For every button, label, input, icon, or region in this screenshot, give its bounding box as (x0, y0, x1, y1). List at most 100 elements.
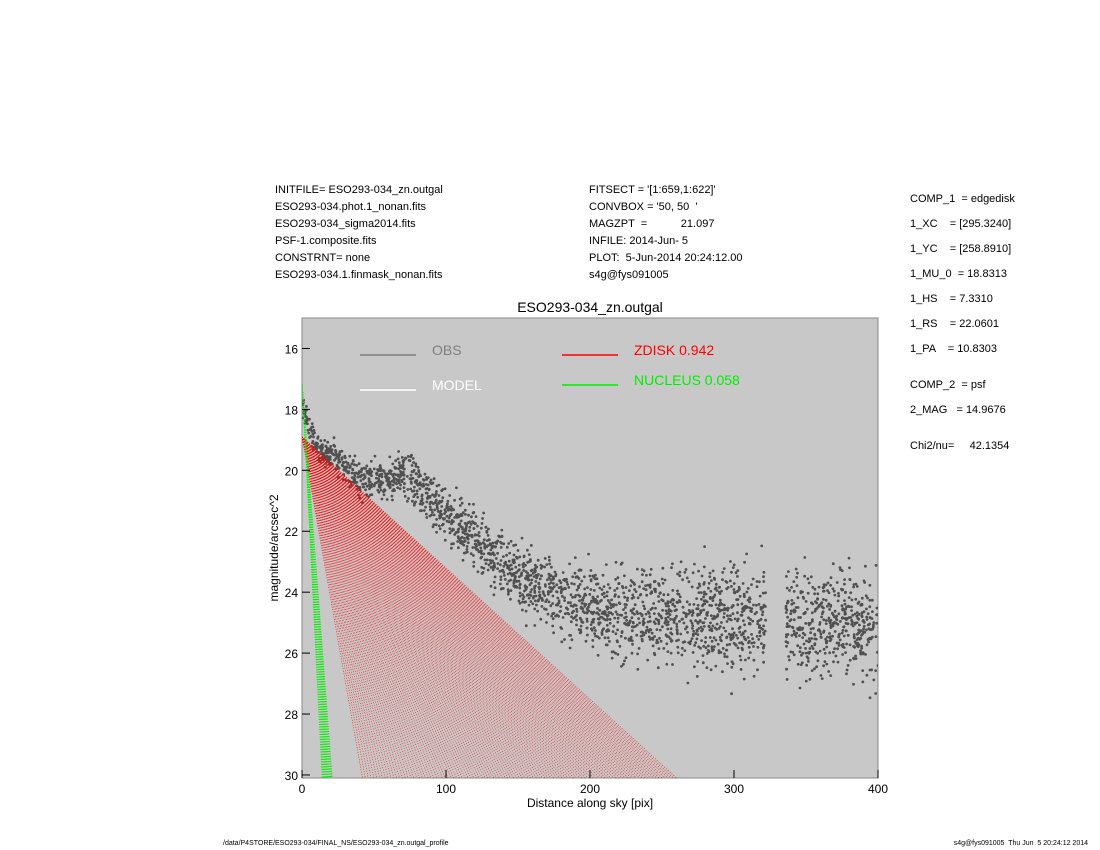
obs-point (332, 436, 336, 440)
obs-point (819, 674, 823, 677)
obs-point (787, 570, 790, 573)
obs-point (485, 529, 489, 533)
obs-point (344, 460, 348, 464)
obs-point (464, 529, 468, 532)
obs-point (403, 467, 406, 471)
obs-point (730, 585, 733, 588)
obs-point (396, 457, 400, 461)
obs-point (448, 494, 452, 497)
obs-point (823, 651, 827, 655)
obs-point (829, 576, 833, 580)
obs-point (671, 603, 675, 606)
obs-point (858, 623, 861, 627)
obs-point (614, 593, 617, 596)
obs-point (798, 628, 802, 632)
obs-point (518, 594, 522, 598)
obs-point (721, 578, 724, 582)
obs-point (841, 608, 844, 612)
obs-point (838, 566, 842, 569)
obs-point (803, 633, 807, 637)
obs-point (860, 634, 863, 637)
obs-point (824, 622, 828, 625)
obs-point (472, 554, 475, 557)
obs-point (784, 611, 788, 614)
obs-point (568, 646, 572, 650)
obs-point (731, 633, 735, 637)
obs-point (788, 658, 791, 662)
obs-point (701, 661, 705, 665)
obs-point (600, 612, 604, 615)
obs-point (792, 580, 796, 583)
obs-point (380, 475, 384, 479)
obs-point (750, 633, 753, 636)
pr-line: 2_MAG = 14.9676 (910, 404, 1006, 416)
obs-point (437, 501, 441, 505)
obs-point (743, 560, 746, 564)
obs-point (509, 539, 513, 543)
obs-point (756, 645, 760, 649)
obs-point (410, 482, 413, 485)
obs-point (642, 587, 646, 590)
obs-point (470, 535, 474, 539)
obs-point (583, 587, 587, 591)
obs-point (641, 600, 645, 604)
obs-point (398, 466, 402, 470)
obs-point (540, 605, 544, 608)
obs-point (372, 467, 376, 471)
obs-point (837, 641, 841, 645)
obs-point (559, 626, 563, 629)
obs-point (623, 595, 627, 599)
obs-point (554, 573, 558, 576)
obs-point (861, 669, 865, 672)
obs-point (699, 591, 703, 594)
obs-point (449, 505, 453, 508)
obs-point (664, 604, 668, 608)
obs-point (608, 618, 612, 621)
obs-point (683, 570, 687, 574)
obs-point (854, 597, 858, 601)
obs-point (818, 649, 822, 653)
obs-point (364, 467, 367, 470)
obs-point (557, 614, 560, 618)
obs-point (491, 559, 494, 563)
obs-point (491, 568, 495, 572)
obs-point (468, 529, 471, 533)
obs-point (685, 600, 689, 604)
obs-point (859, 651, 862, 655)
obs-point (380, 497, 384, 501)
obs-point (572, 582, 576, 586)
obs-point (709, 614, 713, 617)
obs-point (850, 609, 853, 612)
obs-point (876, 650, 878, 654)
obs-point (315, 445, 319, 449)
obs-point (860, 614, 864, 618)
obs-point (726, 614, 729, 618)
obs-point (545, 598, 549, 602)
obs-point (707, 650, 711, 654)
obs-point (551, 617, 555, 621)
obs-point (865, 607, 868, 611)
obs-point (311, 432, 315, 436)
obs-point (425, 487, 429, 490)
obs-point (457, 527, 461, 531)
obs-point (820, 601, 823, 605)
obs-point (785, 586, 789, 590)
obs-point (815, 665, 818, 669)
obs-point (629, 579, 633, 582)
obs-point (857, 600, 861, 604)
obs-point (446, 499, 450, 503)
obs-point (546, 590, 550, 593)
obs-point (806, 591, 810, 595)
obs-point (707, 644, 710, 648)
obs-point (813, 587, 817, 591)
obs-point (555, 583, 559, 587)
obs-point (665, 662, 669, 666)
obs-point (431, 481, 435, 485)
obs-point (411, 457, 415, 460)
obs-point (415, 489, 419, 493)
hl-line: ESO293-034_sigma2014.fits (275, 218, 416, 230)
obs-point (338, 453, 342, 456)
obs-point (675, 625, 679, 628)
obs-point (799, 663, 803, 667)
obs-point (578, 568, 582, 572)
